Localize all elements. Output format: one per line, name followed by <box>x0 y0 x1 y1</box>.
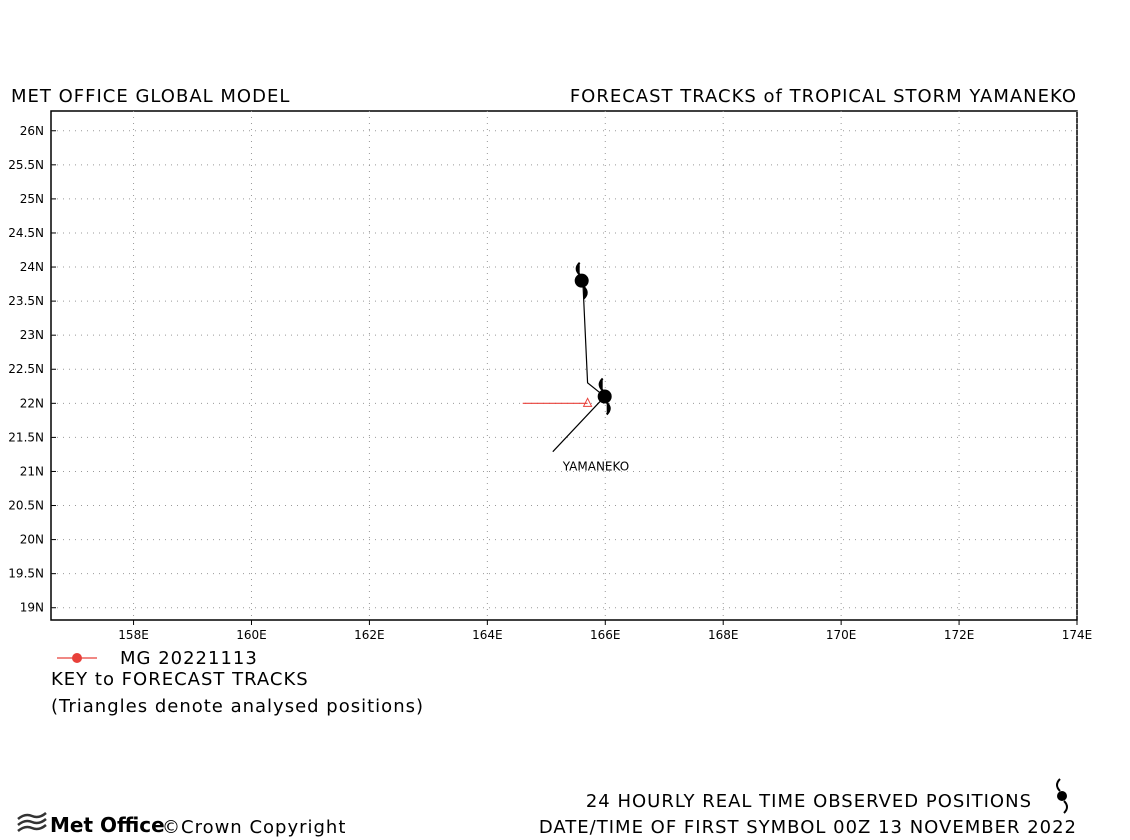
x-tick-label: 168E <box>708 628 739 642</box>
storm-symbol <box>597 377 612 416</box>
key-title: KEY to FORECAST TRACKS <box>51 669 309 690</box>
y-tick-label: 24.5N <box>8 226 44 240</box>
y-tick-label: 20.5N <box>8 499 44 513</box>
storm-label: YAMANEKO <box>562 460 629 474</box>
y-tick-label: 22.5N <box>8 362 44 376</box>
x-tick-label: 158E <box>118 628 149 642</box>
x-tick-label: 174E <box>1062 628 1093 642</box>
x-tick-label: 162E <box>354 628 385 642</box>
y-tick-label: 24N <box>20 260 44 274</box>
datetime-note: DATE/TIME OF FIRST SYMBOL 00Z 13 NOVEMBE… <box>539 817 1077 838</box>
x-tick-label: 164E <box>472 628 503 642</box>
y-tick-label: 21.5N <box>8 430 44 444</box>
storm-symbol <box>574 261 589 300</box>
x-tick-label: 160E <box>236 628 267 642</box>
observed-track <box>552 282 606 453</box>
header-left: MET OFFICE GLOBAL MODEL <box>11 86 290 107</box>
copyright: ©Crown Copyright <box>162 817 346 838</box>
y-tick-label: 25.5N <box>8 158 44 172</box>
logo-text: Met Office <box>50 813 165 837</box>
y-tick-label: 19.5N <box>8 567 44 581</box>
y-tick-label: 26N <box>20 124 44 138</box>
header-right: FORECAST TRACKS of TROPICAL STORM YAMANE… <box>570 86 1077 107</box>
symbol-key <box>1056 778 1068 814</box>
analysed-triangle <box>582 397 593 407</box>
y-tick-label: 23N <box>20 328 44 342</box>
logo-waves <box>17 812 47 832</box>
y-tick-label: 25N <box>20 192 44 206</box>
legend-dot <box>72 653 82 663</box>
y-tick-label: 21N <box>20 464 44 478</box>
y-tick-label: 22N <box>20 396 44 410</box>
x-tick-label: 172E <box>944 628 975 642</box>
y-tick-label: 23.5N <box>8 294 44 308</box>
y-tick-label: 19N <box>20 601 44 615</box>
legend-label: MG 20221113 <box>120 648 258 669</box>
plot-frame <box>50 110 1078 621</box>
y-tick-label: 20N <box>20 533 44 547</box>
observed-note: 24 HOURLY REAL TIME OBSERVED POSITIONS <box>586 791 1032 812</box>
key-note: (Triangles denote analysed positions) <box>51 696 424 717</box>
x-tick-label: 166E <box>590 628 621 642</box>
x-tick-label: 170E <box>826 628 857 642</box>
